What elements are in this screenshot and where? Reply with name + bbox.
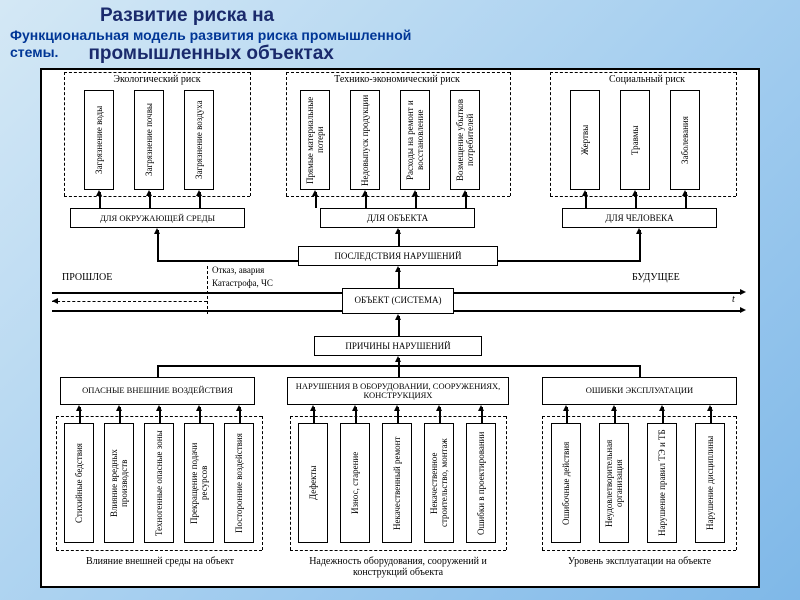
box-causes: ПРИЧИНЫ НАРУШЕНИЙ: [314, 336, 482, 356]
box-env-target: ДЛЯ ОКРУЖАЮЩЕЙ СРЕДЫ: [70, 208, 245, 228]
vbox-equip-3: Некачественное строительство, монтаж: [424, 423, 454, 543]
box-cause-equip: НАРУШЕНИЯ В ОБОРУДОВАНИИ, СООРУЖЕНИЯХ, К…: [287, 377, 509, 405]
box-human-target: ДЛЯ ЧЕЛОВЕКА: [562, 208, 717, 228]
vbox-tech-2: Расходы на ремонт и восстановление: [400, 90, 430, 190]
vbox-ext-3: Прекращение подачи ресурсов: [184, 423, 214, 543]
box-obj-target: ДЛЯ ОБЪЕКТА: [320, 208, 475, 228]
box-cause-ext: ОПАСНЫЕ ВНЕШНИЕ ВОЗДЕЙСТВИЯ: [60, 377, 255, 405]
box-consequences: ПОСЛЕДСТВИЯ НАРУШЕНИЙ: [298, 246, 498, 266]
title-line2: промышленных объектах: [88, 44, 333, 65]
diagram: Экологический риск Технико-экономический…: [40, 68, 760, 588]
box-cause-oper: ОШИБКИ ЭКСПЛУАТАЦИИ: [542, 377, 737, 405]
title-line1: Развитие риска на: [100, 6, 790, 27]
vbox-soc-1: Травмы: [620, 90, 650, 190]
header: Развитие риска на Функциональная модель …: [0, 0, 800, 67]
vbox-tech-3: Возмещение убытков потребителей: [450, 90, 480, 190]
label-fail2: Катастрофа, ЧС: [212, 278, 273, 288]
label-past: ПРОШЛОЕ: [62, 272, 112, 283]
subtitle: Функциональная модель развития риска про…: [10, 27, 790, 44]
vbox-ext-0: Стихийные бедствия: [64, 423, 94, 543]
vbox-eco-1: Загрязнение почвы: [134, 90, 164, 190]
label-t: t: [732, 294, 735, 305]
box-object: ОБЪЕКТ (СИСТЕМА): [342, 288, 454, 314]
footer-oper: Уровень эксплуатации на объекте: [542, 556, 737, 567]
vbox-oper-3: Нарушение дисциплины: [695, 423, 725, 543]
label-eco-risk: Экологический риск: [72, 74, 242, 85]
vbox-equip-0: Дефекты: [298, 423, 328, 543]
footer-equip: Надежность оборудования, сооружений и ко…: [288, 556, 508, 578]
vbox-ext-4: Посторонние воздействия: [224, 423, 254, 543]
vbox-oper-1: Неудовлетворительная организация: [599, 423, 629, 543]
vbox-eco-2: Загрязнение воздуха: [184, 90, 214, 190]
label-future: БУДУЩЕЕ: [632, 272, 680, 283]
vbox-equip-1: Износ, старение: [340, 423, 370, 543]
vbox-ext-2: Техногенные опасные зоны: [144, 423, 174, 543]
vbox-ext-1: Влияние вредных производств: [104, 423, 134, 543]
vbox-oper-2: Нарушение правил ТЭ и ТБ: [647, 423, 677, 543]
vbox-oper-0: Ошибочные действия: [551, 423, 581, 543]
vbox-soc-2: Заболевания: [670, 90, 700, 190]
vbox-tech-0: Прямые материальные потери: [300, 90, 330, 190]
subtitle2: стемы.: [10, 44, 58, 65]
vbox-equip-4: Ошибки в проектировании: [466, 423, 496, 543]
vbox-soc-0: Жертвы: [570, 90, 600, 190]
label-fail1: Отказ, авария: [212, 265, 264, 275]
vbox-tech-1: Недовыпуск продукции: [350, 90, 380, 190]
vbox-eco-0: Загрязнение воды: [84, 90, 114, 190]
label-tech-risk: Технико-экономический риск: [292, 74, 502, 85]
footer-ext: Влияние внешней среды на объект: [60, 556, 260, 567]
vbox-equip-2: Некачественный ремонт: [382, 423, 412, 543]
label-soc-risk: Социальный риск: [562, 74, 732, 85]
